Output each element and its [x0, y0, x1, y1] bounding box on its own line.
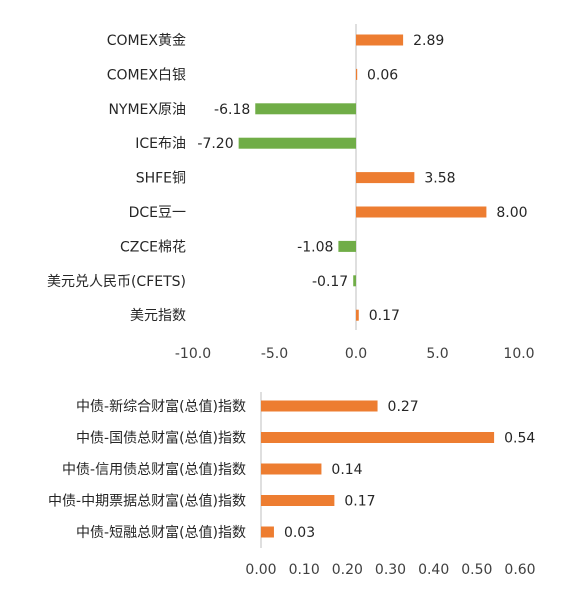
x-tick-label: 10.0 — [503, 346, 534, 362]
bar — [356, 34, 404, 46]
x-tick-label: 0.10 — [289, 562, 320, 578]
data-label: -7.20 — [197, 136, 233, 152]
bar — [261, 463, 322, 475]
category-label: 美元兑人民币(CFETS) — [47, 274, 186, 290]
category-label: DCE豆一 — [129, 205, 186, 221]
bar — [261, 495, 335, 506]
x-tick-label: 5.0 — [426, 346, 448, 362]
data-label: 0.17 — [344, 494, 375, 510]
data-label: 0.14 — [331, 462, 362, 478]
data-label: 0.03 — [284, 525, 315, 541]
bar — [261, 400, 378, 412]
data-label: -6.18 — [214, 102, 250, 118]
x-tick-label: 0.40 — [418, 562, 449, 578]
bar — [238, 137, 356, 149]
category-label: 美元指数 — [130, 308, 186, 324]
category-label: SHFE铜 — [136, 171, 186, 187]
category-label: 中债-短融总财富(总值)指数 — [76, 524, 246, 541]
bar — [353, 275, 356, 287]
x-tick-label: -10.0 — [175, 346, 211, 362]
category-label: 中债-信用债总财富(总值)指数 — [62, 461, 246, 478]
data-label: -0.17 — [312, 274, 348, 290]
x-tick-label: 0.60 — [504, 562, 535, 578]
category-label: ICE布油 — [135, 136, 186, 152]
category-label: 中债-中期票据总财富(总值)指数 — [48, 493, 246, 510]
data-label: 0.27 — [388, 399, 419, 415]
category-label: COMEX黄金 — [107, 32, 186, 49]
category-label: CZCE棉花 — [120, 238, 186, 255]
bar — [338, 240, 356, 252]
bar — [356, 206, 487, 218]
bar — [356, 172, 415, 184]
bar — [255, 103, 356, 115]
bar — [356, 309, 359, 321]
data-label: 3.58 — [424, 171, 455, 187]
category-label: COMEX白银 — [107, 67, 186, 83]
x-tick-label: 0.20 — [332, 562, 363, 578]
x-tick-label: -5.0 — [261, 346, 288, 362]
x-tick-label: 0.50 — [461, 562, 492, 578]
bar — [356, 68, 358, 80]
bar — [261, 432, 495, 443]
bar — [261, 526, 274, 538]
data-label: 2.89 — [413, 33, 444, 49]
bond-index-chart: 中债-新综合财富(总值)指数 0.27 中债-国债总财富(总值)指数 0.54 中债-信… — [48, 392, 536, 578]
data-label: -1.08 — [297, 239, 333, 255]
data-label: 0.06 — [367, 67, 398, 83]
category-label: NYMEX原油 — [108, 102, 186, 118]
category-label: 中债-新综合财富(总值)指数 — [76, 398, 246, 415]
data-label: 0.54 — [504, 431, 535, 447]
x-tick-label: 0.0 — [345, 346, 367, 362]
x-tick-label: 0.00 — [245, 562, 276, 578]
category-label: 中债-国债总财富(总值)指数 — [76, 430, 246, 447]
x-tick-label: 0.30 — [375, 562, 406, 578]
data-label: 8.00 — [496, 205, 527, 221]
data-label: 0.17 — [369, 308, 400, 324]
